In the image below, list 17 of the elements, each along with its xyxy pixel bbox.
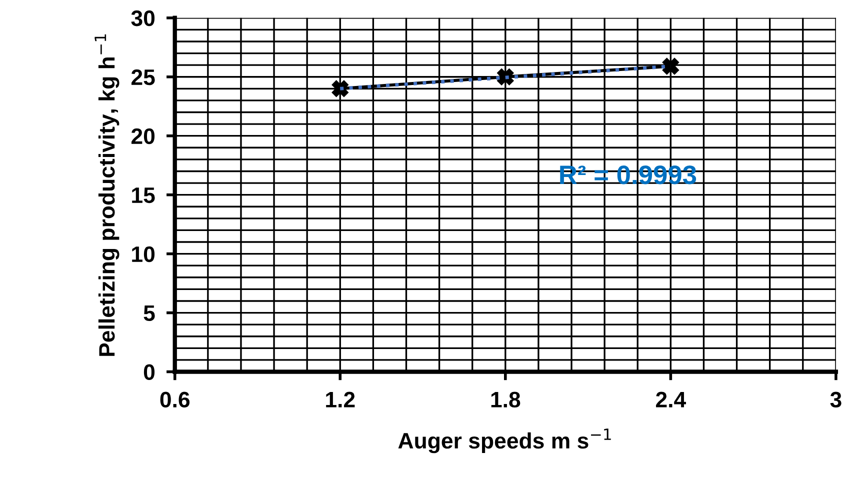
- x-tick-label: 1.2: [326, 392, 355, 408]
- y-axis-title: Pelletizing productivity, kg h$^{−1}$: [94, 34, 120, 356]
- point: [662, 58, 680, 75]
- y-tick-label: 15: [132, 188, 155, 204]
- x-tick-label: 1.8: [491, 392, 520, 408]
- point: [497, 68, 514, 86]
- x-tick-label: 3: [830, 392, 842, 408]
- x-axis-title: Auger speeds m s$^{−1}$: [398, 428, 611, 454]
- y-tick-label: 10: [132, 246, 155, 262]
- x-tick-label: 0.6: [160, 392, 190, 408]
- point: [332, 80, 348, 97]
- y-tick-label: 5: [144, 306, 155, 322]
- y-tick-label: 20: [131, 128, 155, 144]
- x-tick-label: 2.4: [656, 392, 686, 408]
- y-tick-label: 25: [131, 69, 155, 86]
- y-tick-label: 30: [131, 10, 155, 26]
- y-tick-label: 0: [144, 364, 155, 380]
